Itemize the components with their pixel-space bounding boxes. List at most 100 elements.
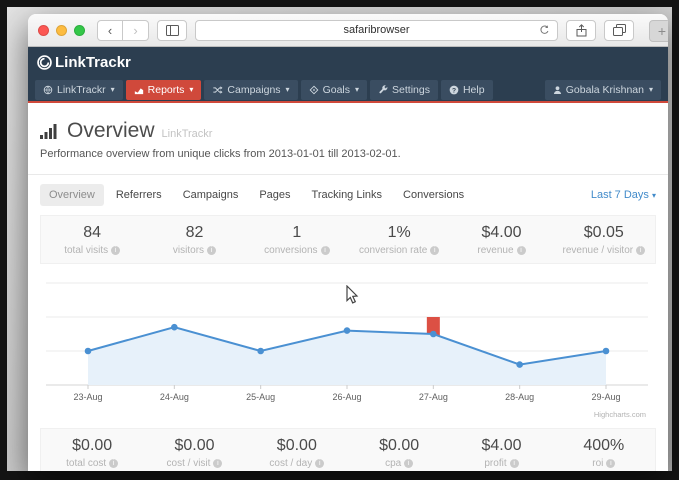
menu-item-campaigns[interactable]: Campaigns▾ — [204, 80, 297, 100]
share-icon — [576, 24, 587, 37]
sidebar-toggle-button[interactable] — [157, 20, 187, 41]
app-menubar: LinkTrackr▾Reports▾Campaigns▾Goals▾Setti… — [28, 77, 668, 103]
data-point — [257, 348, 264, 355]
chevron-down-icon: ▾ — [286, 85, 290, 94]
tab-campaigns[interactable]: Campaigns — [174, 184, 248, 206]
page-title-suffix: LinkTrackr — [162, 128, 213, 140]
brand-logo[interactable]: LinkTrackr — [37, 54, 131, 71]
stat-conversions: 1 conversionsi — [246, 224, 348, 256]
stat-roi: 400% roii — [553, 437, 655, 469]
data-point — [344, 327, 351, 334]
stat-label: profiti — [450, 458, 552, 469]
menu-item-label: Help — [463, 84, 485, 96]
stat-label: total visitsi — [41, 245, 143, 256]
tab-referrers[interactable]: Referrers — [107, 184, 171, 206]
x-axis-label: 28-Aug — [505, 392, 534, 402]
menu-item-goals[interactable]: Goals▾ — [301, 80, 367, 100]
stat-profit: $4.00profiti — [450, 437, 552, 469]
info-icon[interactable]: i — [109, 459, 118, 468]
window-controls — [38, 25, 85, 36]
info-icon[interactable]: i — [315, 459, 324, 468]
data-point — [603, 348, 610, 355]
date-range-dropdown[interactable]: Last 7 Days ▾ — [591, 189, 656, 201]
stat-value: $0.00 — [246, 437, 348, 455]
menu-item-help[interactable]: ?Help — [441, 80, 493, 100]
user-icon — [553, 85, 562, 95]
stats-row-top: 84total visitsi82visitorsi1conversionsi1… — [40, 215, 656, 264]
close-window-button[interactable] — [38, 25, 49, 36]
stat-label: total costi — [41, 458, 143, 469]
stat-label: conversionsi — [246, 245, 348, 256]
info-icon[interactable]: i — [404, 459, 413, 468]
info-icon[interactable]: i — [111, 246, 120, 255]
page-title: Overview — [67, 119, 155, 143]
stat-conversion-rate: 1%conversion ratei — [348, 224, 450, 256]
stat-total-cost: $0.00total costi — [41, 437, 143, 469]
x-axis-label: 27-Aug — [419, 392, 448, 402]
header-divider — [28, 174, 668, 175]
stat-value: $0.00 — [143, 437, 245, 455]
forward-button[interactable]: › — [123, 20, 149, 41]
data-point — [85, 348, 92, 355]
stat-label: roii — [553, 458, 655, 469]
info-icon[interactable]: i — [636, 246, 645, 255]
visits-chart: 23-Aug24-Aug25-Aug26-Aug27-Aug28-Aug29-A… — [40, 267, 656, 424]
x-axis-label: 25-Aug — [246, 392, 275, 402]
info-icon[interactable]: i — [213, 459, 222, 468]
shuffle-icon — [212, 85, 223, 95]
share-button[interactable] — [566, 20, 596, 41]
tab-tracking-links[interactable]: Tracking Links — [303, 184, 392, 206]
chevron-down-icon: ▾ — [189, 85, 193, 94]
wrench-icon — [378, 85, 388, 95]
menu-item-linktrackr[interactable]: LinkTrackr▾ — [35, 80, 123, 100]
tab-overview[interactable]: Overview — [40, 184, 104, 206]
reload-button[interactable] — [539, 24, 550, 39]
stat-label: conversion ratei — [348, 245, 450, 256]
goal-icon — [309, 85, 319, 95]
x-axis-label: 24-Aug — [160, 392, 189, 402]
x-axis-label: 29-Aug — [591, 392, 620, 402]
stat-total-visits: 84 total visitsi — [41, 224, 143, 256]
stat-cpa: $0.00cpai — [348, 437, 450, 469]
tab-overview-button[interactable] — [604, 20, 634, 41]
menu-item-label: Reports — [148, 84, 185, 96]
stat-value: 400% — [553, 437, 655, 455]
reload-icon — [539, 24, 550, 36]
address-bar[interactable]: safaribrowser — [195, 20, 558, 41]
stat-value: 84 — [41, 224, 143, 242]
x-axis-label: 23-Aug — [73, 392, 102, 402]
menu-item-label: Goals — [323, 84, 350, 96]
info-icon[interactable]: i — [430, 246, 439, 255]
tabs-icon — [613, 24, 626, 36]
tab-conversions[interactable]: Conversions — [394, 184, 473, 206]
app-navbar: LinkTrackr — [28, 47, 668, 77]
report-tabs: OverviewReferrersCampaignsPagesTracking … — [40, 184, 656, 206]
stat-cost-day: $0.00cost / dayi — [246, 437, 348, 469]
info-icon[interactable]: i — [510, 459, 519, 468]
stat-value: $4.00 — [450, 224, 552, 242]
new-tab-button[interactable]: + — [649, 20, 668, 42]
menu-item-settings[interactable]: Settings — [370, 80, 438, 100]
info-icon[interactable]: i — [606, 459, 615, 468]
stat-value: 1 — [246, 224, 348, 242]
linktrackr-logo-icon — [37, 55, 52, 70]
stat-label: cost / visiti — [143, 458, 245, 469]
tab-pages[interactable]: Pages — [250, 184, 299, 206]
brand-name: LinkTrackr — [55, 54, 131, 71]
stat-revenue-visitor: $0.05revenue / visitori — [553, 224, 655, 256]
data-point — [171, 324, 178, 331]
menu-item-reports[interactable]: Reports ▾ — [126, 80, 202, 100]
minimize-window-button[interactable] — [56, 25, 67, 36]
chevron-down-icon: ▾ — [652, 191, 656, 200]
browser-window: ‹ › safaribrowser + LinkTrackr LinkTrack… — [28, 14, 668, 471]
info-icon[interactable]: i — [207, 246, 216, 255]
user-menu-button[interactable]: Gobala Krishnan▾ — [545, 80, 661, 100]
back-button[interactable]: ‹ — [97, 20, 123, 41]
info-icon[interactable]: i — [517, 246, 526, 255]
browser-toolbar: ‹ › safaribrowser + — [28, 14, 668, 47]
zoom-window-button[interactable] — [74, 25, 85, 36]
info-icon[interactable]: i — [321, 246, 330, 255]
area-fill — [88, 327, 606, 385]
stat-label: revenuei — [450, 245, 552, 256]
stat-label: visitorsi — [143, 245, 245, 256]
